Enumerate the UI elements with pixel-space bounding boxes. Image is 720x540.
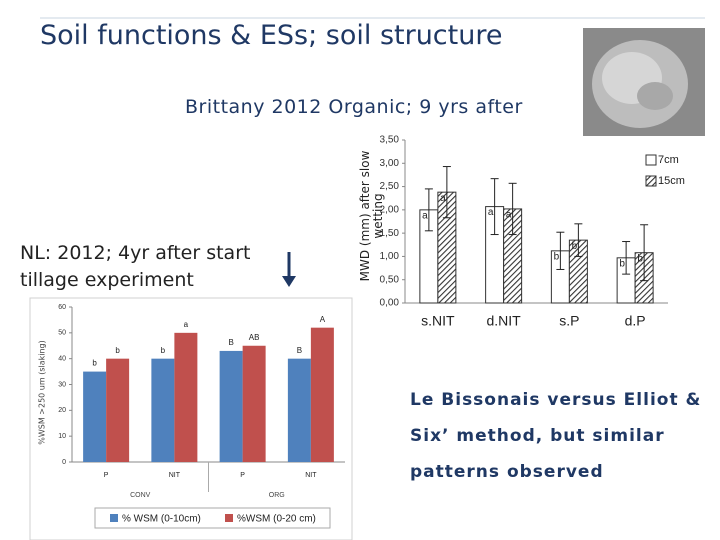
y-tick-label: 1,50 bbox=[380, 228, 400, 239]
significance-letter: b bbox=[637, 253, 643, 264]
significance-letter: b bbox=[115, 346, 120, 355]
legend-label: 15cm bbox=[658, 175, 685, 187]
group-label: ORG bbox=[269, 492, 285, 499]
x-tick-label: s.NIT bbox=[421, 313, 455, 329]
y-tick-label: 2,50 bbox=[380, 181, 400, 192]
soil-photo bbox=[583, 28, 705, 136]
bar bbox=[219, 350, 243, 462]
significance-letter: B bbox=[297, 346, 302, 355]
y-tick-label: 30 bbox=[58, 381, 66, 388]
group-label: CONV bbox=[130, 492, 151, 499]
significance-letter: b bbox=[92, 359, 97, 368]
x-tick-label: d.NIT bbox=[487, 313, 522, 329]
down-arrow bbox=[282, 252, 296, 287]
legend-swatch bbox=[110, 514, 118, 522]
significance-letter: b bbox=[572, 241, 578, 252]
significance-letter: b bbox=[161, 346, 166, 355]
bar bbox=[174, 332, 198, 462]
bar bbox=[83, 371, 107, 462]
x-tick-label: NIT bbox=[305, 472, 317, 479]
legend-swatch bbox=[645, 154, 657, 166]
significance-letter: a bbox=[422, 210, 428, 221]
y-tick-label: 0,00 bbox=[380, 298, 400, 309]
x-tick-label: NIT bbox=[169, 472, 181, 479]
conclusion: Le Bissonais versus Elliot & Six’ method… bbox=[410, 390, 702, 482]
significance-letter: a bbox=[184, 320, 189, 329]
y-tick-label: 10 bbox=[58, 433, 66, 440]
bar bbox=[151, 358, 175, 462]
significance-letter: A bbox=[320, 315, 326, 324]
y-tick-label: 3,50 bbox=[380, 135, 400, 146]
significance-letter: AB bbox=[249, 333, 260, 342]
legend-swatch bbox=[645, 175, 657, 187]
y-tick-label: 0 bbox=[62, 459, 66, 466]
x-tick-label: s.P bbox=[559, 313, 579, 329]
bar bbox=[242, 345, 266, 462]
legend-swatch bbox=[225, 514, 233, 522]
x-tick-label: P bbox=[240, 472, 245, 479]
legend-label: % WSM (0-10cm) bbox=[122, 514, 201, 525]
y-axis-label: MWD (mm) after slow wetting bbox=[358, 150, 385, 282]
y-axis-label: %WSM >250 um (slaking) bbox=[37, 340, 47, 445]
y-tick-label: 50 bbox=[58, 330, 66, 337]
bar bbox=[287, 358, 311, 462]
significance-letter: a bbox=[506, 210, 512, 221]
y-tick-label: 60 bbox=[58, 304, 66, 311]
y-tick-label: 40 bbox=[58, 356, 66, 363]
significance-letter: a bbox=[440, 193, 446, 204]
slide-subtitle: Brittany 2012 Organic; 9 yrs after bbox=[185, 96, 523, 118]
significance-letter: b bbox=[554, 251, 560, 262]
legend-label: 7cm bbox=[658, 154, 679, 166]
slide-title: Soil functions & ESs; soil structure bbox=[40, 20, 503, 51]
legend-box bbox=[94, 507, 331, 529]
x-tick-label: P bbox=[104, 472, 109, 479]
y-tick-label: 20 bbox=[58, 407, 66, 414]
legend-label: %WSM (0-20 cm) bbox=[237, 514, 316, 525]
significance-letter: a bbox=[488, 207, 494, 218]
bar bbox=[106, 358, 130, 462]
y-tick-label: 0,50 bbox=[380, 274, 400, 285]
y-tick-label: 2,00 bbox=[380, 204, 400, 215]
significance-letter: b bbox=[619, 258, 625, 269]
x-tick-label: d.P bbox=[625, 313, 646, 329]
significance-letter: B bbox=[228, 338, 233, 347]
note: NL: 2012; 4yr after start tillage experi… bbox=[20, 242, 251, 291]
y-tick-label: 1,00 bbox=[380, 251, 400, 262]
y-tick-label: 3,00 bbox=[380, 158, 400, 169]
bar bbox=[310, 327, 334, 462]
